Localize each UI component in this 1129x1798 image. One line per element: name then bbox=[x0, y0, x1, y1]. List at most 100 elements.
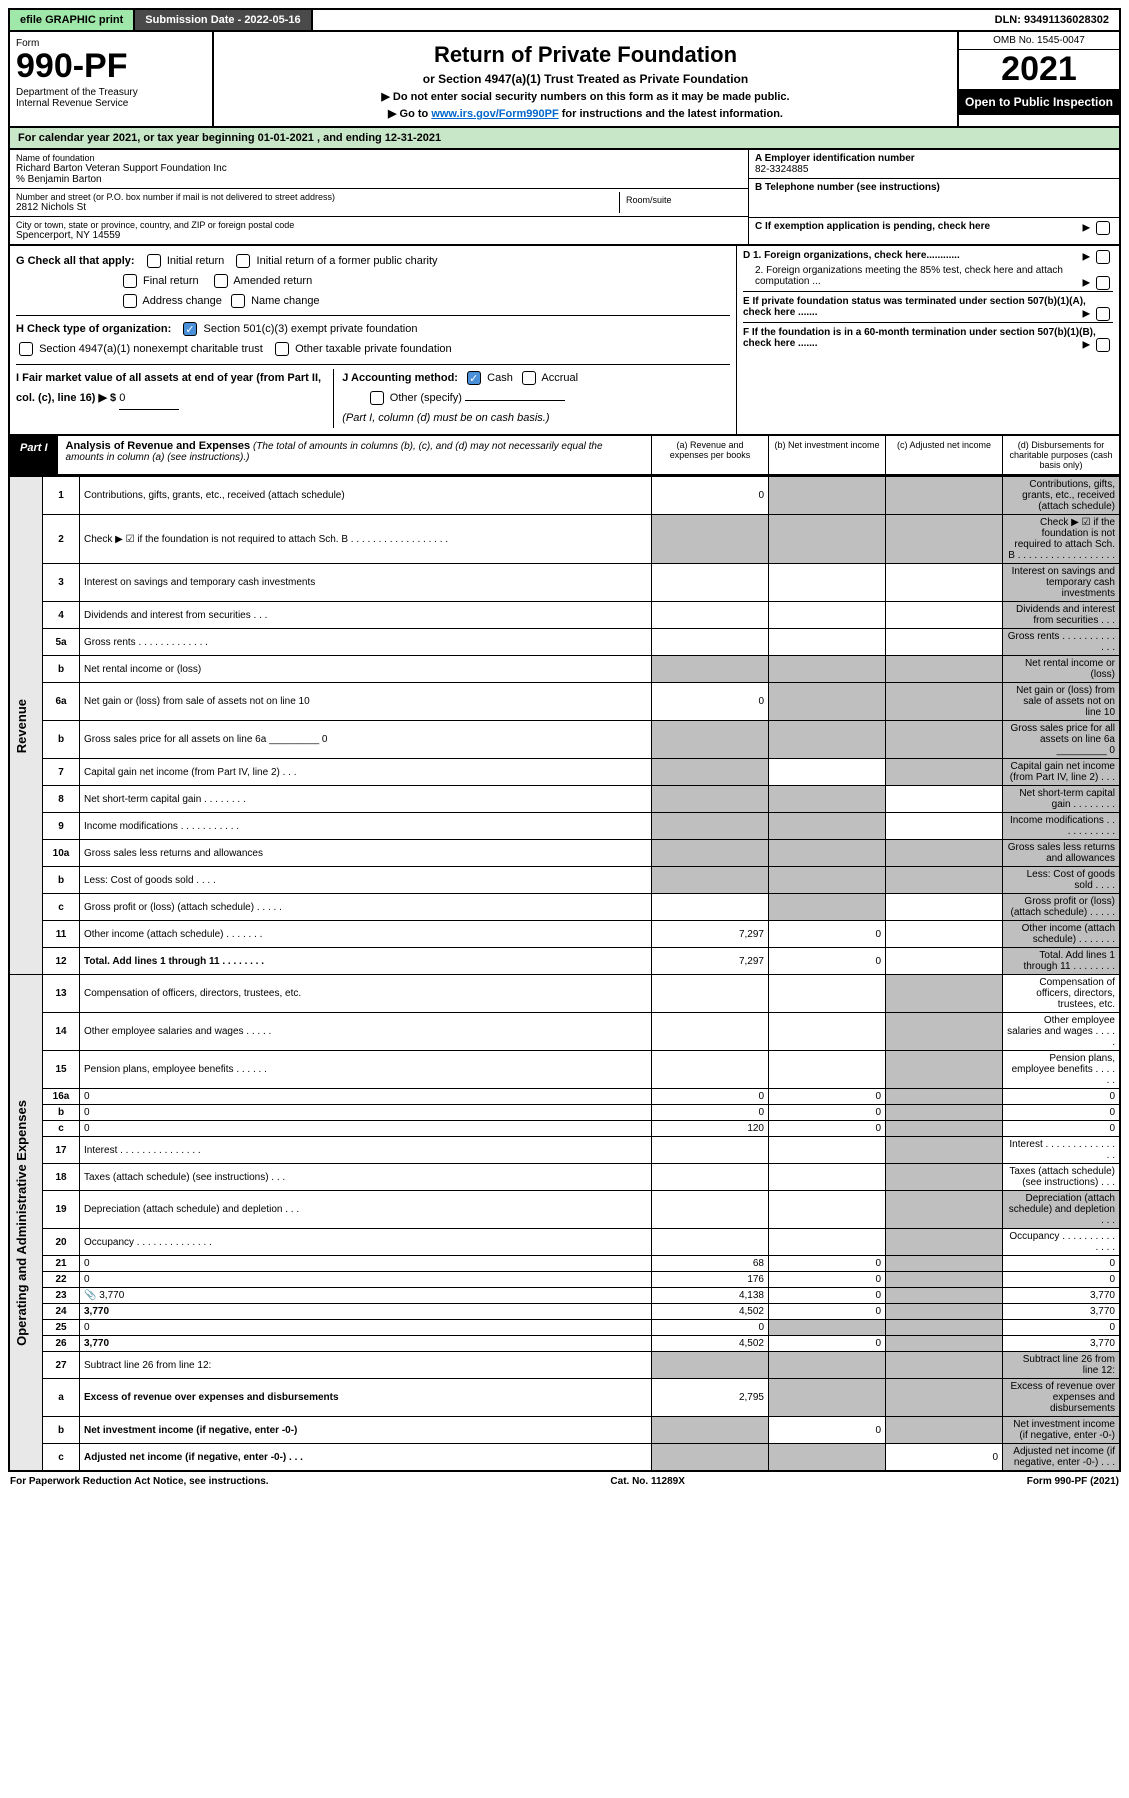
note2-suffix: for instructions and the latest informat… bbox=[559, 108, 783, 120]
cell-a bbox=[652, 564, 769, 602]
g-address-checkbox[interactable] bbox=[123, 294, 137, 308]
col-d: (d) Disbursements for charitable purpose… bbox=[1002, 436, 1119, 474]
g-final-checkbox[interactable] bbox=[123, 274, 137, 288]
form-header: Form 990-PF Department of the Treasury I… bbox=[8, 32, 1121, 128]
check-left: G Check all that apply: Initial return I… bbox=[10, 246, 736, 434]
cell-b: 0 bbox=[769, 1272, 886, 1288]
cell-c bbox=[886, 602, 1003, 629]
line-number: b bbox=[43, 721, 80, 759]
f-checkbox[interactable] bbox=[1096, 338, 1110, 352]
line-desc: 0 bbox=[80, 1121, 652, 1137]
efile-button[interactable]: efile GRAPHIC print bbox=[10, 10, 135, 30]
cell-c bbox=[886, 1013, 1003, 1051]
line-number: 11 bbox=[43, 921, 80, 948]
line-desc: Occupancy . . . . . . . . . . . . . . bbox=[80, 1229, 652, 1256]
cell-c bbox=[886, 1121, 1003, 1137]
cell-a bbox=[652, 629, 769, 656]
f-label: F If the foundation is in a 60-month ter… bbox=[743, 327, 1096, 349]
cell-a: 0 bbox=[652, 1105, 769, 1121]
line-number: 14 bbox=[43, 1013, 80, 1051]
cell-b bbox=[769, 759, 886, 786]
part1-label: Part I bbox=[10, 436, 58, 474]
table-row: 4Dividends and interest from securities … bbox=[9, 602, 1120, 629]
j-accrual-checkbox[interactable] bbox=[522, 371, 536, 385]
table-row: 25000 bbox=[9, 1320, 1120, 1336]
table-row: 15Pension plans, employee benefits . . .… bbox=[9, 1051, 1120, 1089]
line-number: b bbox=[43, 656, 80, 683]
cell-a: 120 bbox=[652, 1121, 769, 1137]
table-row: bNet investment income (if negative, ent… bbox=[9, 1417, 1120, 1444]
cell-a: 68 bbox=[652, 1256, 769, 1272]
cell-b: 0 bbox=[769, 1121, 886, 1137]
footer-mid: Cat. No. 11289X bbox=[610, 1476, 684, 1487]
cell-c bbox=[886, 948, 1003, 975]
cell-d: Interest . . . . . . . . . . . . . . . bbox=[1003, 1137, 1121, 1164]
g-name-checkbox[interactable] bbox=[231, 294, 245, 308]
table-row: 17Interest . . . . . . . . . . . . . . .… bbox=[9, 1137, 1120, 1164]
table-row: cAdjusted net income (if negative, enter… bbox=[9, 1444, 1120, 1472]
col-c: (c) Adjusted net income bbox=[885, 436, 1002, 474]
d2-checkbox[interactable] bbox=[1096, 276, 1110, 290]
line-number: 15 bbox=[43, 1051, 80, 1089]
d1-checkbox[interactable] bbox=[1096, 250, 1110, 264]
entity-right: A Employer identification number 82-3324… bbox=[748, 150, 1119, 244]
table-row: 3Interest on savings and temporary cash … bbox=[9, 564, 1120, 602]
cell-a bbox=[652, 602, 769, 629]
line-desc: Pension plans, employee benefits . . . .… bbox=[80, 1051, 652, 1089]
line-number: 13 bbox=[43, 975, 80, 1013]
c-label: C If exemption application is pending, c… bbox=[755, 221, 990, 232]
table-row: 2106800 bbox=[9, 1256, 1120, 1272]
table-row: 10aGross sales less returns and allowanc… bbox=[9, 840, 1120, 867]
top-bar: efile GRAPHIC print Submission Date - 20… bbox=[8, 8, 1121, 32]
cell-a bbox=[652, 1051, 769, 1089]
cell-c bbox=[886, 1105, 1003, 1121]
c-checkbox[interactable] bbox=[1096, 221, 1110, 235]
expenses-section-label: Operating and Administrative Expenses bbox=[9, 975, 43, 1472]
table-row: bNet rental income or (loss)Net rental i… bbox=[9, 656, 1120, 683]
cell-b: 0 bbox=[769, 1336, 886, 1352]
cell-c bbox=[886, 656, 1003, 683]
table-row: 22017600 bbox=[9, 1272, 1120, 1288]
c-cell: C If exemption application is pending, c… bbox=[749, 218, 1119, 235]
line-number: 21 bbox=[43, 1256, 80, 1272]
cell-b bbox=[769, 1379, 886, 1417]
cell-a: 7,297 bbox=[652, 948, 769, 975]
h-other-checkbox[interactable] bbox=[275, 342, 289, 356]
cell-c bbox=[886, 1272, 1003, 1288]
h-4947-checkbox[interactable] bbox=[19, 342, 33, 356]
j-other-checkbox[interactable] bbox=[370, 391, 384, 405]
g-amended-checkbox[interactable] bbox=[214, 274, 228, 288]
foundation-name: Richard Barton Veteran Support Foundatio… bbox=[16, 163, 742, 174]
ein-value: 82-3324885 bbox=[755, 164, 1113, 175]
cell-b: 0 bbox=[769, 1304, 886, 1320]
cell-a bbox=[652, 1352, 769, 1379]
g-opt-3: Amended return bbox=[233, 275, 312, 287]
h-label: H Check type of organization: bbox=[16, 323, 171, 335]
line-number: 24 bbox=[43, 1304, 80, 1320]
line-number: 3 bbox=[43, 564, 80, 602]
j-other: Other (specify) bbox=[390, 392, 462, 404]
d1-label: D 1. Foreign organizations, check here..… bbox=[743, 250, 960, 261]
line-number: 23 bbox=[43, 1288, 80, 1304]
line-number: 12 bbox=[43, 948, 80, 975]
irs-link[interactable]: www.irs.gov/Form990PF bbox=[431, 108, 558, 120]
line-desc: Subtract line 26 from line 12: bbox=[80, 1352, 652, 1379]
g-initial-checkbox[interactable] bbox=[147, 254, 161, 268]
h-501c3-checkbox[interactable] bbox=[183, 322, 197, 336]
cell-d: Adjusted net income (if negative, enter … bbox=[1003, 1444, 1121, 1472]
table-row: 20Occupancy . . . . . . . . . . . . . .O… bbox=[9, 1229, 1120, 1256]
phone-cell: B Telephone number (see instructions) bbox=[749, 179, 1119, 218]
line-desc: 0 bbox=[80, 1272, 652, 1288]
form-number: 990-PF bbox=[16, 49, 206, 83]
cell-a bbox=[652, 894, 769, 921]
table-row: 19Depreciation (attach schedule) and dep… bbox=[9, 1191, 1120, 1229]
part1-desc: Analysis of Revenue and Expenses (The to… bbox=[58, 436, 651, 474]
line-number: 1 bbox=[43, 477, 80, 515]
cell-c bbox=[886, 1051, 1003, 1089]
cell-d: 3,770 bbox=[1003, 1288, 1121, 1304]
table-row: aExcess of revenue over expenses and dis… bbox=[9, 1379, 1120, 1417]
g-initial-former-checkbox[interactable] bbox=[236, 254, 250, 268]
j-cash-checkbox[interactable] bbox=[467, 371, 481, 385]
e-checkbox[interactable] bbox=[1096, 307, 1110, 321]
city-label: City or town, state or province, country… bbox=[16, 220, 742, 230]
